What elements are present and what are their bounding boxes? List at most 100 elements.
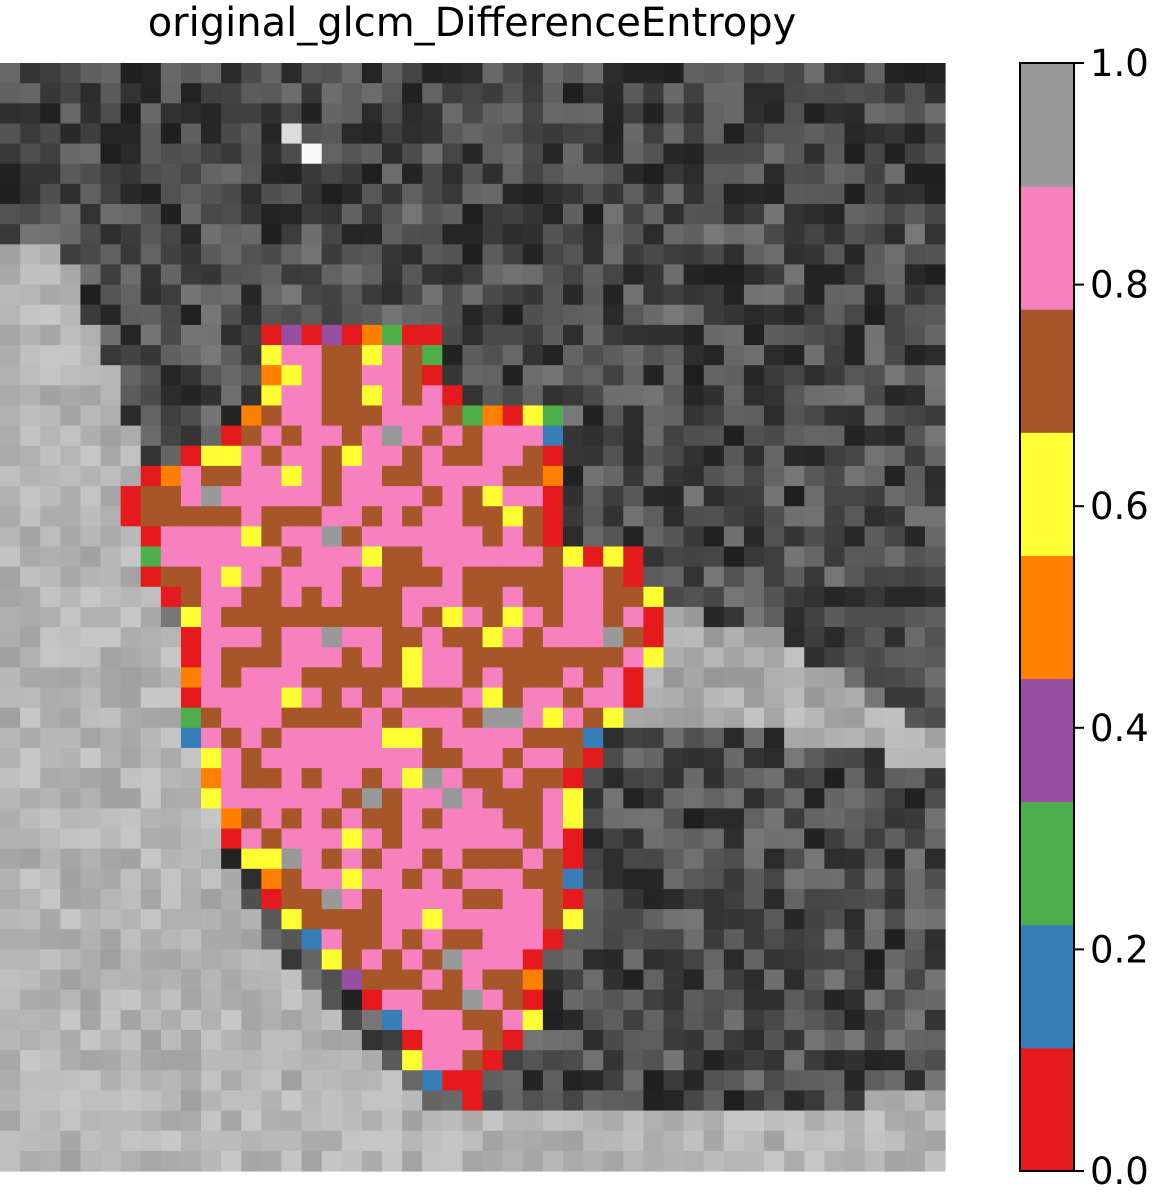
heatmap-cell: [221, 183, 242, 205]
heatmap-cell: [140, 304, 162, 326]
heatmap-cell: [80, 83, 102, 104]
heatmap-cell: [723, 989, 745, 1011]
heatmap-cell: [301, 848, 323, 870]
heatmap-cell: [462, 848, 484, 870]
heatmap-cell: [20, 848, 41, 870]
heatmap-cell: [120, 204, 142, 225]
heatmap-cell: [361, 768, 383, 789]
heatmap-cell: [764, 707, 785, 729]
heatmap-cell: [160, 204, 182, 225]
heatmap-cell: [864, 486, 886, 507]
heatmap-cell: [583, 365, 604, 386]
heatmap-cell: [643, 1070, 665, 1092]
heatmap-cell: [562, 808, 584, 830]
heatmap-cell: [341, 264, 363, 286]
heatmap-cell: [422, 747, 443, 769]
heatmap-cell: [261, 103, 283, 125]
heatmap-cell: [221, 425, 242, 447]
heatmap-cell: [844, 949, 866, 971]
heatmap-cell: [180, 123, 202, 145]
heatmap-cell: [100, 1090, 122, 1112]
heatmap-cell: [0, 1029, 21, 1051]
heatmap-cell: [723, 747, 745, 769]
heatmap-cell: [402, 1150, 423, 1172]
heatmap-cell: [201, 768, 222, 789]
heatmap-cell: [80, 1150, 102, 1172]
heatmap-cell: [361, 1150, 383, 1172]
heatmap-cell: [60, 486, 82, 507]
heatmap-cell: [442, 1029, 464, 1051]
heatmap-cell: [623, 949, 645, 971]
heatmap-cell: [261, 848, 283, 870]
heatmap-cell: [140, 143, 162, 165]
heatmap-cell: [743, 969, 765, 991]
heatmap-cell: [261, 989, 283, 1011]
heatmap-cell: [502, 244, 524, 266]
colorbar-tick-label: 0.4: [1090, 707, 1149, 750]
heatmap-cell: [643, 445, 665, 467]
heatmap-cell: [241, 1029, 262, 1051]
heatmap-cell: [160, 768, 182, 789]
heatmap-cell: [743, 405, 765, 427]
heatmap-cell: [482, 768, 504, 789]
heatmap-cell: [603, 808, 624, 830]
heatmap-cell: [884, 445, 906, 467]
heatmap-cell: [241, 586, 262, 608]
heatmap-cell: [0, 1050, 21, 1071]
heatmap-cell: [643, 1050, 665, 1071]
heatmap-cell: [522, 345, 544, 366]
heatmap-cell: [844, 63, 866, 84]
heatmap-cell: [100, 103, 122, 125]
heatmap-cell: [703, 385, 725, 407]
heatmap-cell: [40, 989, 61, 1011]
heatmap-cell: [623, 103, 645, 125]
heatmap-cell: [824, 425, 846, 447]
heatmap-cell: [442, 183, 464, 205]
heatmap-cell: [382, 627, 403, 648]
heatmap-cell: [422, 385, 443, 407]
heatmap-cell: [723, 365, 745, 386]
heatmap-cell: [904, 1009, 926, 1031]
heatmap-cell: [683, 667, 705, 689]
heatmap-cell: [341, 365, 363, 386]
heatmap-cell: [683, 747, 705, 769]
heatmap-cell: [643, 324, 665, 346]
heatmap-cell: [743, 506, 765, 527]
heatmap-cell: [784, 888, 805, 910]
heatmap-cell: [180, 465, 202, 487]
heatmap-cell: [603, 1029, 624, 1051]
heatmap-cell: [583, 808, 604, 830]
heatmap-cell: [623, 929, 645, 950]
heatmap-cell: [884, 103, 906, 125]
heatmap-cell: [643, 687, 665, 709]
heatmap-cell: [723, 909, 745, 930]
heatmap-cell: [663, 828, 685, 850]
heatmap-cell: [583, 83, 604, 104]
heatmap-cell: [341, 828, 363, 850]
heatmap-cell: [824, 566, 846, 588]
heatmap-cell: [40, 486, 61, 507]
heatmap-cell: [502, 1090, 524, 1112]
heatmap-cell: [844, 345, 866, 366]
heatmap-cell: [904, 405, 926, 427]
heatmap-cell: [502, 143, 524, 165]
heatmap-cell: [562, 103, 584, 125]
heatmap-cell: [80, 445, 102, 467]
heatmap-cell: [261, 909, 283, 930]
heatmap-cell: [522, 1009, 544, 1031]
heatmap-cell: [583, 385, 604, 407]
heatmap-cell: [120, 264, 142, 286]
heatmap-cell: [40, 465, 61, 487]
heatmap-cell: [422, 788, 443, 809]
heatmap-cell: [502, 1110, 524, 1132]
heatmap-cell: [723, 888, 745, 910]
heatmap-cell: [603, 586, 624, 608]
heatmap-cell: [804, 909, 825, 930]
heatmap-cell: [502, 103, 524, 125]
heatmap-cell: [462, 687, 484, 709]
heatmap-cell: [140, 224, 162, 245]
heatmap-cell: [261, 83, 283, 104]
heatmap-cell: [703, 909, 725, 930]
heatmap-cell: [402, 707, 423, 729]
heatmap-cell: [261, 667, 283, 689]
